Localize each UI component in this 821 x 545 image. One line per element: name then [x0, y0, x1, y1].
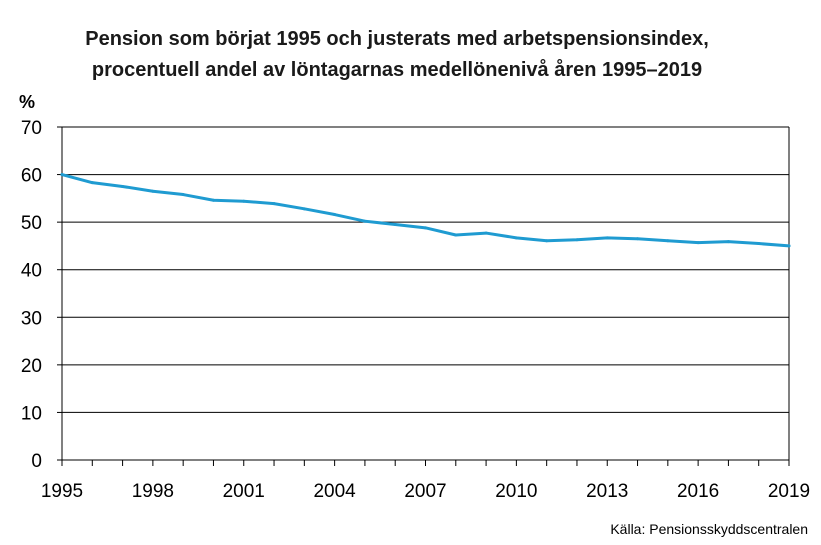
chart-title-line-2: procentuell andel av löntagarnas medellö…	[92, 58, 702, 81]
x-tick-label: 2004	[313, 481, 356, 502]
y-tick-label: 0	[31, 451, 42, 472]
data-point	[393, 223, 397, 227]
data-point	[90, 181, 94, 185]
data-point	[302, 207, 306, 211]
data-point	[424, 226, 427, 230]
x-tick-label: 2016	[677, 481, 719, 502]
data-point	[787, 244, 791, 248]
y-tick-label: 50	[21, 213, 42, 234]
y-axis-label: %	[19, 92, 35, 112]
data-point	[726, 240, 730, 244]
data-point	[363, 219, 367, 223]
y-tick-label: 40	[21, 261, 42, 282]
data-point	[757, 242, 761, 246]
x-tick-label: 1998	[132, 481, 174, 502]
data-point	[60, 173, 64, 177]
data-point	[454, 233, 458, 237]
x-tick-label: 1995	[41, 481, 83, 502]
x-tick-label: 2019	[768, 481, 810, 502]
chart-title-line-1: Pension som börjat 1995 och justerats me…	[85, 28, 709, 50]
data-point	[605, 236, 609, 240]
x-tick-labels: 1995 1998 2001 2004 2007 2010 2013 2016 2019	[41, 481, 810, 502]
data-point	[666, 239, 670, 243]
series-group	[60, 173, 791, 248]
gridlines	[62, 126, 789, 413]
data-point	[242, 199, 246, 203]
x-tick-label: 2010	[495, 481, 537, 502]
data-point	[151, 189, 155, 193]
y-tick-label: 20	[21, 356, 42, 377]
series-line	[60, 173, 791, 248]
data-point	[696, 241, 700, 245]
data-point	[545, 239, 549, 243]
source-note: Källa: Pensionsskyddscentralen	[610, 521, 808, 537]
x-tick-label: 2007	[404, 481, 446, 502]
data-point	[514, 236, 518, 240]
data-point	[181, 193, 185, 197]
data-point	[121, 184, 125, 188]
data-point	[211, 198, 215, 202]
data-point	[575, 238, 579, 242]
y-tick-labels: 0 10 20 30 40 50 60 70	[21, 118, 42, 472]
y-tick-label: 70	[21, 118, 42, 139]
data-point	[333, 213, 337, 217]
x-tick-label: 2013	[586, 481, 628, 502]
y-tick-label: 30	[21, 308, 42, 329]
data-point	[272, 202, 276, 206]
axes	[57, 126, 790, 466]
data-point	[484, 231, 488, 235]
data-point	[636, 237, 640, 241]
y-tick-label: 60	[21, 166, 42, 187]
x-tick-label: 2001	[223, 481, 265, 502]
y-tick-label: 10	[21, 403, 42, 424]
